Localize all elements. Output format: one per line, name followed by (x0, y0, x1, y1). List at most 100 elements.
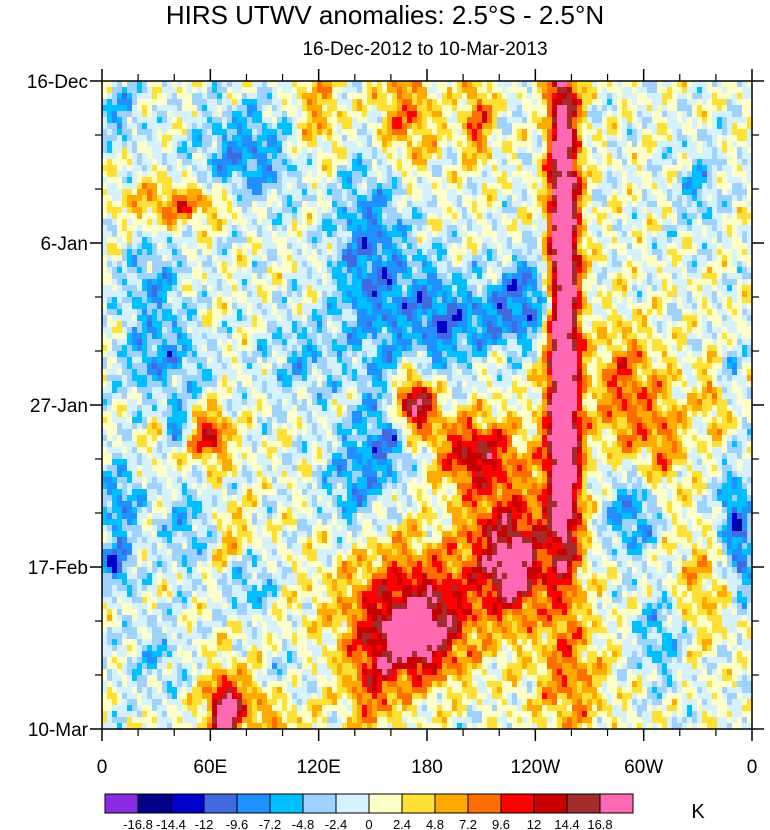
heatmap-cell (532, 87, 538, 94)
heatmap-cell (582, 93, 588, 100)
heatmap-cell (187, 225, 193, 232)
heatmap-cell (212, 177, 218, 184)
heatmap-cell (312, 123, 318, 130)
heatmap-cell (242, 237, 248, 244)
heatmap-cell (437, 81, 443, 88)
heatmap-cell (482, 261, 488, 268)
heatmap-cell (137, 135, 143, 142)
heatmap-cell (347, 93, 353, 100)
heatmap-cell (422, 129, 428, 136)
heatmap-cell (447, 273, 453, 280)
heatmap-cell (317, 237, 323, 244)
heatmap-cell (177, 171, 183, 178)
heatmap-cell (437, 159, 443, 166)
heatmap-cell (282, 159, 288, 166)
heatmap-cell (602, 135, 608, 142)
heatmap-cell (442, 201, 448, 208)
heatmap-cell (427, 255, 433, 262)
heatmap-cell (187, 309, 193, 316)
heatmap-cell (222, 99, 228, 106)
heatmap-cell (547, 249, 553, 256)
heatmap-cell (317, 117, 323, 124)
heatmap-cell (567, 285, 573, 292)
heatmap-cell (487, 297, 493, 304)
heatmap-cell (602, 117, 608, 124)
heatmap-cell (512, 87, 518, 94)
heatmap-cell (167, 255, 173, 262)
heatmap-cell (482, 249, 488, 256)
heatmap-cell (157, 309, 163, 316)
heatmap-cell (572, 195, 578, 202)
heatmap-cell (247, 105, 253, 112)
heatmap-cell (462, 99, 468, 106)
heatmap-cell (592, 267, 598, 274)
heatmap-cell (132, 201, 138, 208)
heatmap-cell (447, 189, 453, 196)
heatmap-cell (512, 189, 518, 196)
heatmap-cell (532, 219, 538, 226)
heatmap-cell (487, 81, 493, 88)
heatmap-cell (417, 213, 423, 220)
heatmap-cell (527, 273, 533, 280)
heatmap-cell (282, 165, 288, 172)
heatmap-cell (212, 189, 218, 196)
heatmap-cell (242, 225, 248, 232)
heatmap-cell (132, 117, 138, 124)
heatmap-cell (267, 213, 273, 220)
heatmap-cell (627, 129, 633, 136)
heatmap-cell (257, 291, 263, 298)
heatmap-cell (477, 171, 483, 178)
heatmap-cell (552, 123, 558, 130)
heatmap-cell (742, 279, 748, 286)
heatmap-cell (532, 117, 538, 124)
heatmap-cell (387, 279, 393, 286)
heatmap-cell (577, 213, 583, 220)
heatmap-cell (177, 165, 183, 172)
heatmap-cell (497, 87, 503, 94)
heatmap-cell (202, 147, 208, 154)
heatmap-cell (637, 219, 643, 226)
heatmap-cell (332, 249, 338, 256)
heatmap-cell (477, 93, 483, 100)
heatmap-cell (527, 213, 533, 220)
heatmap-cell (127, 87, 133, 94)
heatmap-cell (712, 303, 718, 310)
heatmap-cell (147, 207, 153, 214)
heatmap-cell (512, 207, 518, 214)
heatmap-cell (547, 123, 553, 130)
heatmap-cell (732, 183, 738, 190)
heatmap-cell (722, 249, 728, 256)
heatmap-cell (652, 267, 658, 274)
heatmap-cell (612, 105, 618, 112)
heatmap-cell (572, 141, 578, 148)
heatmap-cell (502, 153, 508, 160)
heatmap-cell (507, 171, 513, 178)
heatmap-cell (182, 213, 188, 220)
heatmap-cell (682, 105, 688, 112)
heatmap-cell (742, 291, 748, 298)
heatmap-cell (377, 285, 383, 292)
heatmap-cell (237, 159, 243, 166)
heatmap-cell (452, 297, 458, 304)
heatmap-cell (587, 123, 593, 130)
heatmap-cell (547, 99, 553, 106)
heatmap-cell (717, 297, 723, 304)
heatmap-cell (142, 249, 148, 256)
heatmap-cell (137, 111, 143, 118)
heatmap-cell (112, 87, 118, 94)
heatmap-cell (712, 105, 718, 112)
heatmap-cell (332, 237, 338, 244)
heatmap-cell (157, 99, 163, 106)
heatmap-cell (482, 201, 488, 208)
heatmap-cell (402, 147, 408, 154)
heatmap-cell (287, 213, 293, 220)
heatmap-cell (367, 111, 373, 118)
heatmap-cell (122, 81, 128, 88)
heatmap-cell (367, 99, 373, 106)
heatmap-cell (522, 303, 528, 310)
heatmap-cell (747, 105, 753, 112)
heatmap-cell (242, 213, 248, 220)
heatmap-cell (447, 105, 453, 112)
heatmap-cell (337, 231, 343, 238)
heatmap-cell (482, 123, 488, 130)
